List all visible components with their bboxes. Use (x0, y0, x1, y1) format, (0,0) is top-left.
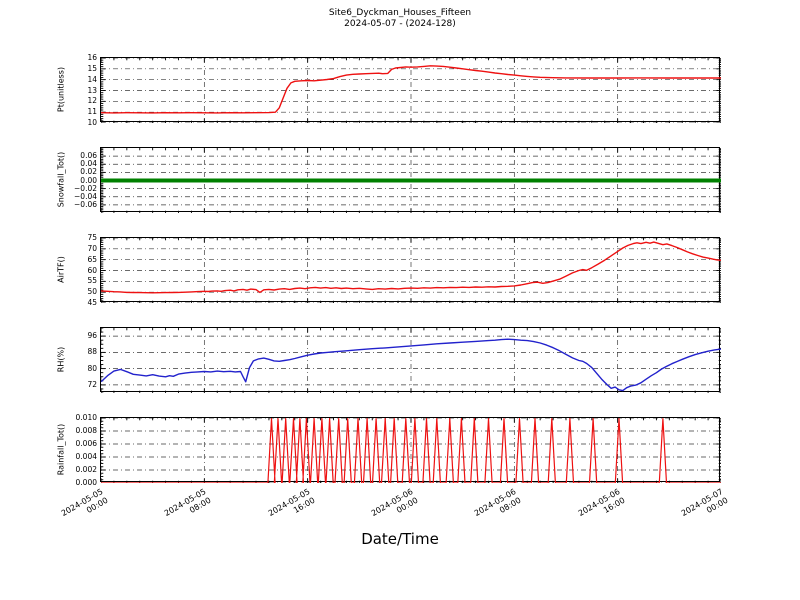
subplot-air-temp: AirTF() 45 50 55 60 65 70 75 (57, 233, 721, 307)
chart-title: Site6_Dyckman_Houses_Fifteen (328, 8, 472, 18)
y-tick-label: −0.06 (74, 199, 97, 209)
y-tick-label: 72 (87, 379, 97, 389)
y-tick-label: 96 (87, 331, 97, 341)
y-tick-label: 12 (87, 96, 97, 106)
y-tick-label: 0.06 (80, 151, 97, 161)
y-tick-label: 0.010 (75, 413, 97, 422)
y-tick-label: 0.002 (75, 465, 97, 474)
chart-canvas-snowfall (101, 148, 721, 213)
subplot-pt-unitless: Pt(unitless) 10 11 12 13 14 15 16 (57, 53, 721, 127)
y-tick-label: 14 (87, 74, 97, 84)
y-tick-label: 60 (87, 265, 97, 275)
y-tick-label: 15 (87, 63, 97, 73)
y-tick-label: 0.008 (75, 426, 97, 435)
y-tick-label: 0.000 (75, 478, 97, 487)
y-tick-label: 55 (87, 276, 97, 286)
chart-canvas-pt (101, 58, 721, 123)
subplot-snowfall-tot: Snowfall_Tot() −0.06 −0.04 −0.02 0.00 0.02 0.… (57, 147, 721, 213)
y-tick-label: 0.00 (80, 175, 97, 185)
y-tick-label: 50 (87, 287, 97, 297)
y-tick-label: 0.04 (80, 159, 97, 169)
y-tick-label: 88 (87, 347, 97, 357)
chart-canvas-rainfall (101, 418, 721, 483)
subplot-rainfall-tot: Rainfall_Tot() 0.000 0.002 0.004 0.006 0.008… (57, 413, 721, 487)
y-tick-label: −0.02 (74, 183, 97, 193)
chart-subtitle: 2024-05-07 - (2024-128) (344, 19, 456, 29)
chart-canvas-rh (101, 328, 721, 393)
y-tick-label: 45 (87, 298, 97, 307)
y-tick-label: 80 (87, 363, 97, 373)
y-tick-label: 0.006 (75, 439, 97, 448)
y-tick-label: 70 (87, 243, 97, 253)
y-tick-label: 16 (87, 53, 97, 62)
x-axis-label: Date/Time (361, 530, 439, 548)
y-tick-label: 75 (87, 233, 97, 242)
y-tick-label: 13 (87, 85, 97, 95)
y-tick-label: −0.04 (74, 191, 97, 201)
y-tick-label: 11 (87, 107, 97, 117)
y-tick-label: 0.02 (80, 167, 97, 177)
chart-canvas-airtf (101, 238, 721, 303)
y-tick-label: 10 (87, 118, 97, 127)
y-tick-label: 65 (87, 254, 97, 264)
subplot-rh: RH(%) 72 80 88 96 (57, 327, 721, 393)
y-tick-label: 0.004 (75, 452, 97, 461)
